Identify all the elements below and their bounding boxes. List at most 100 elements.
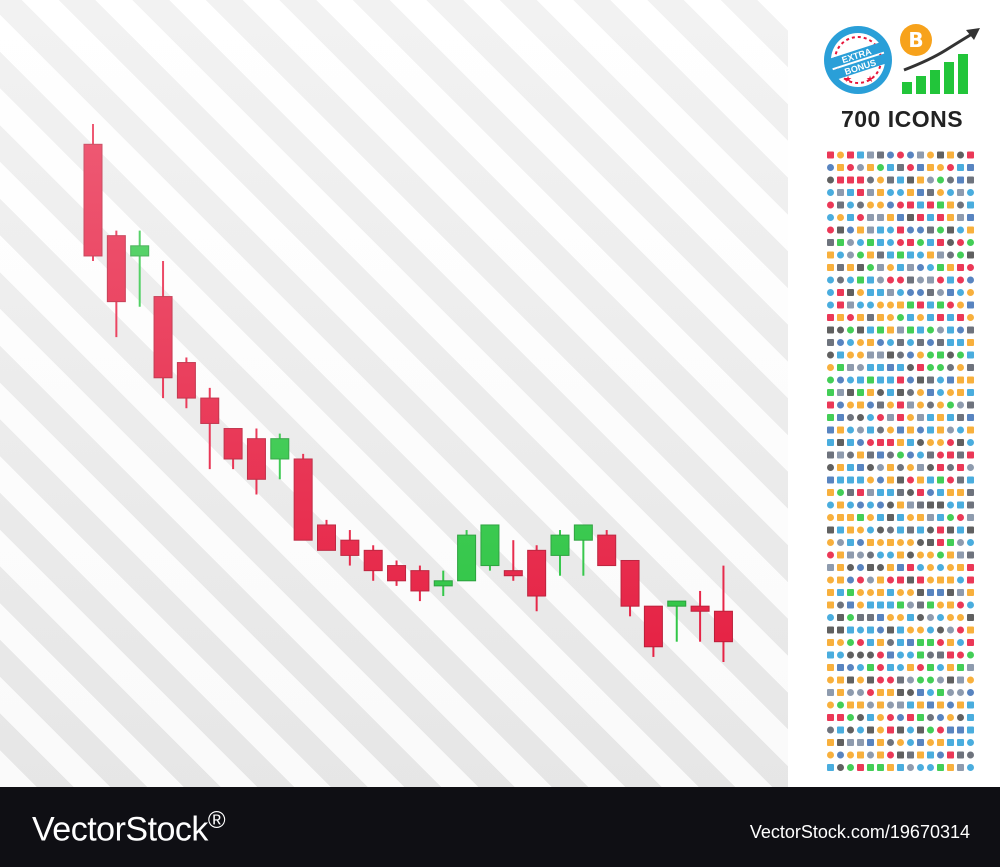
mini-icon: [957, 526, 964, 534]
mini-icon: [937, 476, 944, 484]
mini-icon: [887, 164, 894, 171]
candle-23: [597, 530, 617, 567]
mini-icon: [867, 601, 874, 609]
mini-icon: [967, 189, 974, 196]
mini-icon: [877, 714, 884, 721]
mini-icon: [967, 376, 974, 384]
mini-icon: [837, 264, 844, 271]
mini-icon: [887, 351, 894, 359]
mini-icon: [957, 189, 964, 196]
mini-icon: [837, 701, 844, 709]
mini-icon: [867, 451, 874, 459]
mini-icon: [897, 401, 904, 409]
candle-body: [410, 570, 430, 592]
mini-icon: [877, 176, 884, 184]
mini-icon: [947, 326, 954, 334]
mini-icon: [967, 601, 974, 609]
mini-icon: [927, 714, 934, 721]
mini-icon: [917, 414, 924, 421]
mini-icon: [847, 351, 854, 359]
candle-body: [550, 534, 570, 556]
mini-icon: [867, 251, 874, 259]
mini-icon: [837, 626, 844, 634]
mini-icon: [927, 351, 934, 359]
mini-icon: [857, 364, 864, 371]
mini-icon: [837, 389, 844, 396]
mini-icon: [937, 389, 944, 396]
mini-icon: [937, 326, 944, 334]
mini-icon: [867, 414, 874, 421]
mini-icon: [907, 476, 914, 484]
mini-icon: [887, 214, 894, 221]
mini-icon: [827, 739, 834, 746]
mini-icon: [967, 214, 974, 221]
mini-icon: [897, 626, 904, 634]
mini-icon: [917, 226, 924, 234]
mini-icon: [897, 214, 904, 221]
mini-icon: [887, 314, 894, 321]
mini-icon: [967, 726, 974, 734]
mini-icon: [837, 726, 844, 734]
mini-icon: [947, 426, 954, 434]
mini-icon: [927, 389, 934, 396]
mini-icon: [877, 689, 884, 696]
mini-icon: [867, 539, 874, 546]
mini-icon: [947, 601, 954, 609]
mini-icon: [867, 264, 874, 271]
bitcoin-coin-icon: B: [900, 24, 932, 56]
mini-icon: [907, 464, 914, 471]
mini-icon: [877, 751, 884, 759]
mini-icon: [917, 739, 924, 746]
mini-icon: [897, 689, 904, 696]
mini-icon: [967, 714, 974, 721]
mini-icon: [917, 276, 924, 284]
mini-icon: [857, 501, 864, 509]
mini-icon: [877, 514, 884, 521]
mini-icon: [857, 389, 864, 396]
mini-icon: [887, 401, 894, 409]
mini-icon: [837, 376, 844, 384]
mini-icon: [877, 526, 884, 534]
mini-icon: [867, 201, 874, 209]
mini-icon: [907, 326, 914, 334]
mini-icon: [947, 726, 954, 734]
mini-icon: [847, 601, 854, 609]
mini-icon: [927, 364, 934, 371]
candle-body: [387, 565, 407, 582]
mini-icon: [837, 564, 844, 571]
mini-icon: [947, 301, 954, 309]
mini-icon: [927, 526, 934, 534]
mini-icon: [837, 739, 844, 746]
mini-icon: [867, 689, 874, 696]
mini-icon: [957, 601, 964, 609]
mini-icon: [947, 676, 954, 684]
mini-icon: [917, 751, 924, 759]
mini-icon: [947, 564, 954, 571]
mini-icon: [837, 326, 844, 334]
mini-icon: [937, 676, 944, 684]
mini-icon: [927, 426, 934, 434]
mini-icon: [827, 764, 834, 771]
candle-body: [573, 524, 593, 541]
mini-icon: [847, 739, 854, 746]
mini-icon: [887, 664, 894, 671]
mini-icon: [967, 264, 974, 271]
mini-icon: [857, 514, 864, 521]
mini-icon: [887, 514, 894, 521]
mini-icon: [847, 751, 854, 759]
mini-icon: [957, 439, 964, 446]
mini-icon: [917, 614, 924, 621]
mini-icon: [917, 264, 924, 271]
mini-icon: [927, 451, 934, 459]
mini-icon: [877, 764, 884, 771]
candle-body: [690, 605, 710, 612]
mini-icon: [927, 651, 934, 659]
mini-icon: [967, 289, 974, 296]
mini-icon: [887, 639, 894, 646]
mini-icon: [967, 651, 974, 659]
mini-icon: [847, 726, 854, 734]
mini-icon: [957, 251, 964, 259]
mini-icon: [827, 426, 834, 434]
mini-icon: [967, 614, 974, 621]
mini-icon: [957, 264, 964, 271]
